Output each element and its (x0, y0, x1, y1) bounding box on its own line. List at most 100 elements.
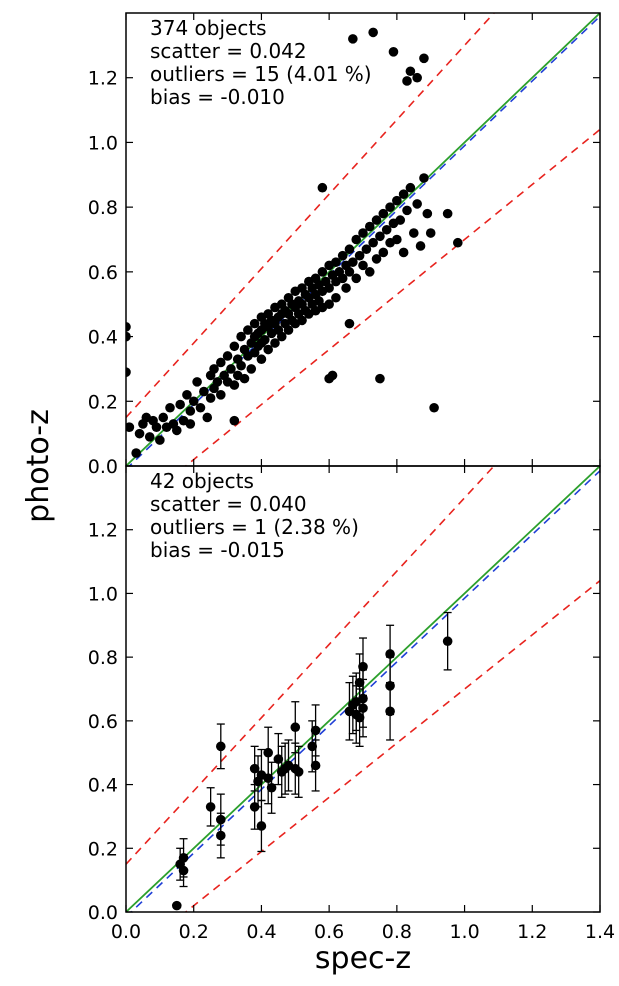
x-axis-title: spec-z (315, 941, 411, 976)
top-data-point (222, 351, 233, 361)
bottom-data-point (293, 767, 304, 777)
top-data-point (260, 335, 270, 345)
bottom-data-point (290, 722, 301, 733)
bottom-axes-frame (125, 465, 601, 913)
bottom-data-point (205, 802, 216, 812)
top-data-point (344, 244, 355, 255)
top-data-point (236, 331, 246, 342)
bottom-x-tick-label: 0.4 (246, 921, 276, 943)
bottom-data-point (310, 725, 321, 736)
top-data-point (354, 250, 365, 261)
top-data-point (348, 257, 358, 267)
top-data-point (126, 322, 131, 332)
top-data-point (419, 173, 429, 183)
top-data-point (297, 315, 307, 326)
bottom-data-point (307, 741, 318, 752)
top-data-point (216, 357, 226, 368)
top-annotation-line-3: outliers = 15 (4.01 %) (150, 62, 372, 86)
top-data-point (171, 425, 182, 436)
top-data-point (205, 393, 216, 403)
top-data-point (249, 318, 260, 329)
top-data-point (408, 228, 419, 238)
top-data-point (270, 338, 280, 348)
top-y-tick-label: 1.2 (88, 68, 118, 90)
top-data-point (216, 390, 226, 400)
top-data-point (419, 53, 429, 64)
top-data-point (371, 254, 382, 264)
bottom-x-tick-label: 1.0 (449, 921, 479, 943)
bottom-data-point (256, 821, 267, 831)
top-y-tick-label: 0.4 (88, 327, 118, 349)
top-data-point (229, 341, 240, 352)
bottom-data-point (263, 773, 274, 783)
top-data-point (126, 422, 135, 432)
top-data-point (185, 419, 196, 429)
top-data-point (392, 195, 402, 206)
top-data-point (398, 247, 409, 258)
top-data-point (344, 318, 355, 329)
bottom-data-point (358, 661, 368, 672)
top-data-point (317, 182, 328, 193)
bottom-data-point (216, 741, 226, 752)
top-data-point (422, 208, 433, 219)
bottom-data-point (266, 782, 277, 793)
bottom-data-point (171, 900, 182, 911)
bottom-x-tick-label: 0.8 (382, 921, 412, 943)
top-data-point (375, 231, 385, 242)
top-bias-line (128, 15, 600, 466)
top-upper-outlier-bound (126, 13, 496, 419)
bottom-data-point (249, 763, 260, 774)
bottom-lower-outlier-bound (184, 580, 600, 912)
top-data-point (134, 428, 145, 439)
top-data-point (243, 325, 253, 335)
top-data-point (392, 234, 402, 245)
bottom-x-tick-label: 1.4 (585, 921, 615, 943)
top-data-point (351, 273, 362, 284)
bottom-y-tick-label: 0.6 (88, 711, 118, 733)
top-data-point (324, 283, 334, 293)
top-data-point (378, 247, 389, 258)
top-data-point (368, 237, 378, 248)
bottom-y-tick-label: 1.0 (88, 583, 118, 605)
top-data-point (229, 380, 240, 390)
bottom-panel: 0.0 0.2 0.4 0.6 0.8 1.0 1.2 0.0 0.2 0.4 0.6 0.8 1.0 1… (88, 465, 615, 943)
top-y-tick-label: 0.8 (88, 197, 118, 219)
top-data-point (165, 402, 175, 413)
top-data-point (358, 228, 368, 238)
top-data-point (344, 267, 355, 277)
top-plot-area (126, 13, 600, 466)
bottom-y-tick-label: 0.0 (88, 902, 118, 924)
bottom-data-point (216, 830, 226, 841)
top-y-tick-label: 0.6 (88, 262, 118, 284)
top-lower-outlier-bound (184, 128, 600, 466)
top-data-point (402, 205, 412, 216)
bottom-annotation-line-1: 42 objects (150, 469, 254, 493)
top-data-point (276, 331, 287, 342)
top-data-point (327, 370, 338, 381)
bottom-y-tick-label: 0.8 (88, 647, 118, 669)
top-data-point (283, 325, 294, 335)
top-data-point (337, 250, 348, 261)
top-data-point (351, 234, 362, 245)
top-data-point (402, 76, 412, 86)
top-data-point (229, 415, 240, 426)
top-data-point (185, 406, 196, 416)
top-data-point (371, 215, 382, 225)
top-data-point (442, 208, 453, 219)
top-annotation-line-4: bias = -0.010 (150, 85, 285, 109)
top-data-point (378, 208, 389, 219)
top-data-point (388, 47, 399, 57)
bottom-annotation-line-2: scatter = 0.040 (150, 492, 307, 516)
top-data-point (368, 27, 378, 38)
top-data-point (236, 360, 246, 371)
top-data-point (364, 267, 375, 277)
bottom-y-tick-label: 0.4 (88, 775, 118, 797)
top-data-point (126, 367, 131, 377)
top-panel: 0.0 0.2 0.4 0.6 0.8 1.0 1.2 374 objectsscatter … (88, 12, 601, 478)
bottom-x-tick-label: 1.2 (517, 921, 547, 943)
top-data-point (263, 344, 274, 355)
top-data-point (199, 386, 209, 397)
bottom-data-point (178, 853, 189, 863)
top-data-point (175, 399, 185, 410)
